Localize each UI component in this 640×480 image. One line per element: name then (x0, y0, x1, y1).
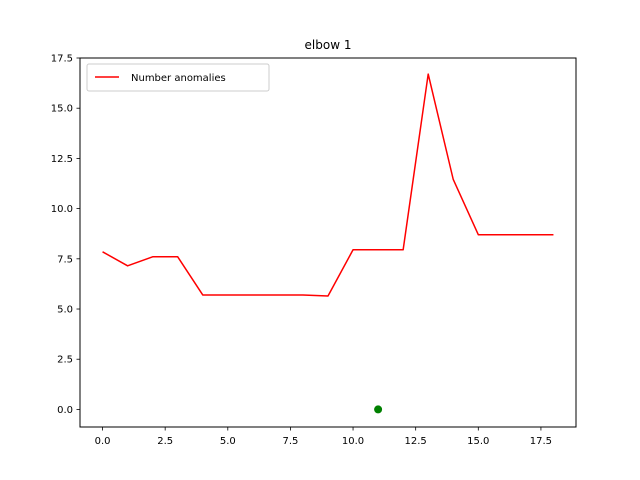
y-tick-label: 15.0 (51, 104, 73, 115)
marker-point-0 (374, 405, 383, 414)
y-tick-label: 17.5 (51, 54, 73, 65)
y-tick-label: 0.0 (57, 405, 73, 416)
y-tick-label: 7.5 (57, 254, 73, 265)
legend-entry-number-anomalies: Number anomalies (131, 73, 226, 84)
x-tick-label: 0.0 (95, 436, 111, 447)
y-tick-label: 12.5 (51, 154, 73, 165)
y-tick-label: 2.5 (57, 355, 73, 366)
y-tick-label: 5.0 (57, 305, 73, 316)
legend-box (86, 63, 270, 92)
legend: Number anomalies (86, 63, 270, 92)
y-tick-label: 10.0 (51, 204, 73, 215)
x-tick-label: 5.0 (220, 436, 236, 447)
chart-title: elbow 1 (305, 38, 352, 52)
x-tick-label: 15.0 (467, 436, 489, 447)
x-tick-label: 2.5 (157, 436, 173, 447)
series-line-0 (102, 73, 554, 297)
x-tick-label: 12.5 (405, 436, 427, 447)
x-tick-label: 17.5 (530, 436, 552, 447)
plot-frame (79, 57, 577, 428)
x-tick-label: 7.5 (282, 436, 298, 447)
x-tick-label: 10.0 (342, 436, 364, 447)
